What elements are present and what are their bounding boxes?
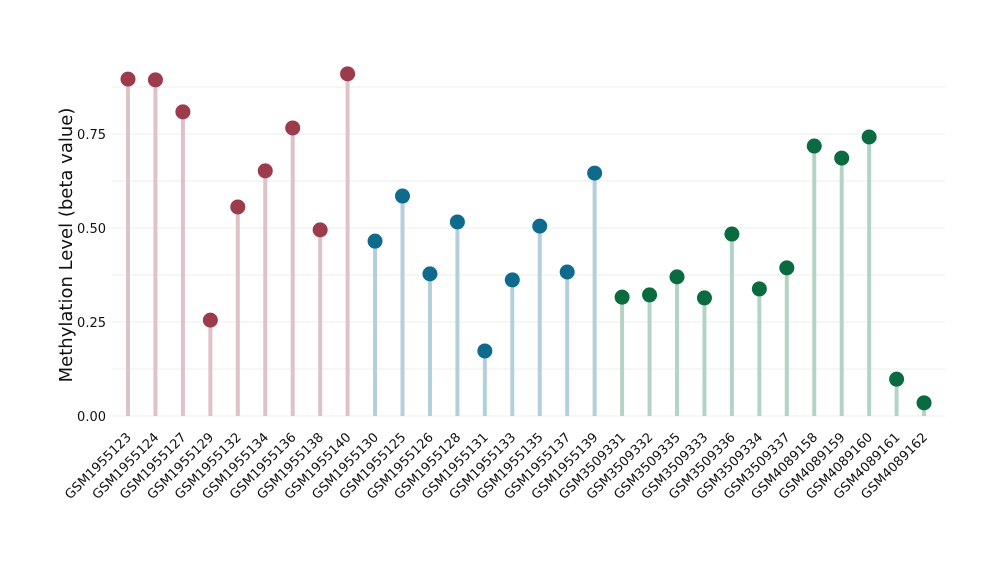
lollipop-point [916,395,932,411]
lollipop-point [202,312,218,328]
lollipop-point [175,104,191,120]
lollipop-point [587,165,603,181]
lollipop-point [340,66,356,82]
lollipop-point [724,226,740,242]
y-tick-label: 0.75 [77,128,106,143]
lollipop-point [642,287,658,303]
x-axis: GSM1955123GSM1955124GSM1955127GSM1955129… [62,430,930,502]
lollipop-point [751,281,767,297]
lollipop-point [559,264,575,280]
lollipops [120,66,932,416]
lollipop-point [147,72,163,88]
lollipop-point [834,150,850,166]
lollipop-point [367,233,383,249]
lollipop-point [779,260,795,276]
y-tick-label: 0.50 [77,222,106,237]
y-tick-label: 0.25 [77,316,106,331]
lollipop-point [696,290,712,306]
gridlines [112,86,945,417]
y-axis-label: Methylation Level (beta value) [56,108,77,383]
y-axis: 0.00 0.25 0.50 0.75 [77,128,106,425]
lollipop-point [889,371,905,387]
lollipop-point [861,129,877,145]
lollipop-point [477,343,493,359]
lollipop-point [257,163,273,179]
lollipop-point [285,120,301,136]
lollipop-point [120,71,136,87]
lollipop-point [230,199,246,215]
y-tick-label: 0.00 [77,410,106,425]
lollipop-point [422,266,438,282]
lollipop-point [532,218,548,234]
lollipop-point [806,138,822,154]
lollipop-point [395,188,410,204]
lollipop-point [449,214,465,230]
lollipop-point [504,272,520,288]
lollipop-point [669,269,685,285]
lollipop-point [614,289,630,305]
lollipop-point [312,222,328,238]
